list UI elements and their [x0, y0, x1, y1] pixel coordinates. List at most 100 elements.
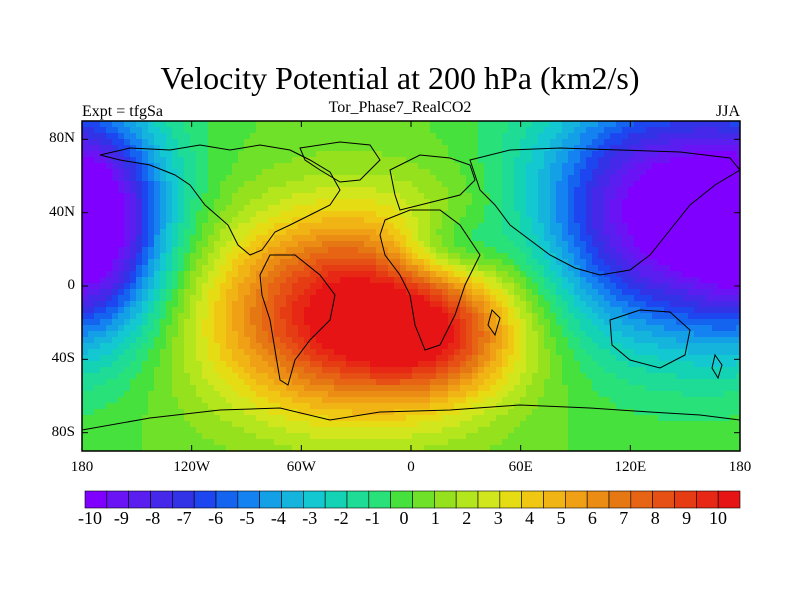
field-cell — [598, 205, 605, 212]
field-cell — [142, 169, 149, 176]
field-cell — [592, 313, 599, 320]
field-cell — [148, 121, 155, 128]
field-cell — [154, 133, 161, 140]
field-cell — [202, 253, 209, 260]
field-cell — [190, 331, 197, 338]
field-cell — [508, 307, 515, 314]
field-cell — [424, 247, 431, 254]
field-cell — [676, 205, 683, 212]
field-cell — [736, 301, 740, 308]
field-cell — [640, 235, 647, 242]
field-cell — [118, 277, 125, 284]
field-cell — [112, 331, 119, 338]
field-cell — [82, 187, 89, 194]
field-cell — [394, 295, 401, 302]
field-cell — [670, 277, 677, 284]
field-cell — [682, 373, 689, 380]
field-cell — [622, 163, 629, 170]
field-cell — [328, 295, 335, 302]
field-cell — [220, 193, 227, 200]
field-cell — [574, 379, 581, 386]
field-cell — [172, 355, 179, 362]
field-cell — [376, 337, 383, 344]
field-cell — [484, 349, 491, 356]
field-cell — [232, 331, 239, 338]
field-cell — [574, 133, 581, 140]
field-cell — [538, 307, 545, 314]
field-cell — [730, 295, 737, 302]
field-cell — [100, 253, 107, 260]
field-cell — [460, 355, 467, 362]
field-cell — [562, 127, 569, 134]
field-cell — [190, 205, 197, 212]
field-cell — [148, 319, 155, 326]
field-cell — [484, 271, 491, 278]
field-cell — [112, 217, 119, 224]
field-cell — [310, 373, 317, 380]
field-cell — [700, 217, 707, 224]
field-cell — [472, 301, 479, 308]
field-cell — [106, 265, 113, 272]
field-cell — [370, 337, 377, 344]
field-cell — [370, 331, 377, 338]
field-cell — [352, 289, 359, 296]
field-cell — [598, 187, 605, 194]
field-cell — [160, 187, 167, 194]
field-cell — [124, 361, 131, 368]
field-cell — [538, 289, 545, 296]
field-cell — [400, 295, 407, 302]
field-cell — [712, 253, 719, 260]
field-cell — [208, 343, 215, 350]
field-cell — [322, 217, 329, 224]
field-cell — [460, 127, 467, 134]
field-cell — [130, 313, 137, 320]
field-cell — [292, 205, 299, 212]
field-cell — [676, 385, 683, 392]
field-cell — [706, 301, 713, 308]
field-cell — [412, 259, 419, 266]
field-cell — [166, 241, 173, 248]
field-cell — [550, 373, 557, 380]
field-cell — [148, 337, 155, 344]
field-cell — [580, 385, 587, 392]
field-cell — [604, 241, 611, 248]
field-cell — [184, 229, 191, 236]
field-cell — [454, 163, 461, 170]
field-cell — [172, 235, 179, 242]
field-cell — [400, 319, 407, 326]
field-cell — [598, 199, 605, 206]
field-cell — [718, 223, 725, 230]
field-cell — [736, 367, 740, 374]
field-cell — [490, 355, 497, 362]
field-cell — [430, 127, 437, 134]
field-cell — [376, 385, 383, 392]
field-cell — [568, 337, 575, 344]
field-cell — [352, 241, 359, 248]
field-cell — [226, 205, 233, 212]
field-cell — [658, 211, 665, 218]
field-cell — [544, 247, 551, 254]
field-cell — [568, 259, 575, 266]
field-cell — [412, 193, 419, 200]
field-cell — [88, 379, 95, 386]
field-cell — [286, 181, 293, 188]
field-cell — [502, 355, 509, 362]
field-cell — [190, 301, 197, 308]
field-cell — [658, 145, 665, 152]
field-cell — [658, 133, 665, 140]
field-cell — [352, 349, 359, 356]
field-cell — [502, 253, 509, 260]
field-cell — [244, 193, 251, 200]
field-cell — [340, 247, 347, 254]
field-cell — [226, 211, 233, 218]
field-cell — [142, 223, 149, 230]
field-cell — [298, 289, 305, 296]
field-cell — [136, 229, 143, 236]
field-cell — [478, 325, 485, 332]
field-cell — [694, 331, 701, 338]
field-cell — [232, 319, 239, 326]
field-cell — [250, 385, 257, 392]
field-cell — [154, 235, 161, 242]
field-cell — [142, 211, 149, 218]
field-cell — [292, 313, 299, 320]
